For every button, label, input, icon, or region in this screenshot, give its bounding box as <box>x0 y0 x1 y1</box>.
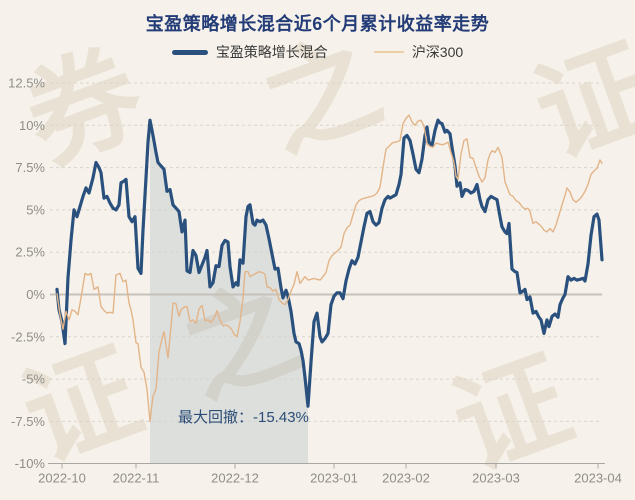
y-axis-label: -5% <box>22 372 46 387</box>
y-axis-label: 0% <box>26 287 45 302</box>
legend-item-fund[interactable]: 宝盈策略增长混合 <box>171 42 328 62</box>
legend-item-index[interactable]: 沪深300 <box>373 42 464 62</box>
legend-label: 宝盈策略增长混合 <box>215 44 328 60</box>
legend-swatch-index <box>373 51 404 53</box>
index-line <box>56 114 603 423</box>
x-axis-label: 2023-02 <box>382 471 430 486</box>
x-axis-label: 2022-11 <box>113 471 160 486</box>
y-axis-label: 12.5% <box>8 76 45 91</box>
max-drawdown-region <box>150 120 308 464</box>
y-axis-label: -7.5% <box>11 414 45 429</box>
x-axis-label: 2023-01 <box>310 471 358 486</box>
x-axis-label: 2022-10 <box>38 471 86 486</box>
chart-title: 宝盈策略增长混合近6个月累计收益率走势 <box>145 14 490 34</box>
x-axis-label: 2023-03 <box>472 471 520 486</box>
y-axis-label: 10% <box>19 118 45 133</box>
max-drawdown-annotation: 最大回撤：-15.43% <box>178 409 309 426</box>
y-axis-label: -10% <box>15 456 46 471</box>
y-axis-label: 2.5% <box>15 245 45 260</box>
x-axis-label: 2023-04 <box>574 471 622 486</box>
legend: 宝盈策略增长混合 沪深300 <box>0 42 635 62</box>
y-axis-label: -2.5% <box>11 329 45 344</box>
fund-line <box>55 118 604 408</box>
y-axis-label: 5% <box>26 202 45 217</box>
x-axis-label: 2022-12 <box>211 471 259 486</box>
y-axis-label: 7.5% <box>15 160 45 175</box>
legend-swatch-fund <box>171 49 208 55</box>
legend-label: 沪深300 <box>411 44 464 60</box>
